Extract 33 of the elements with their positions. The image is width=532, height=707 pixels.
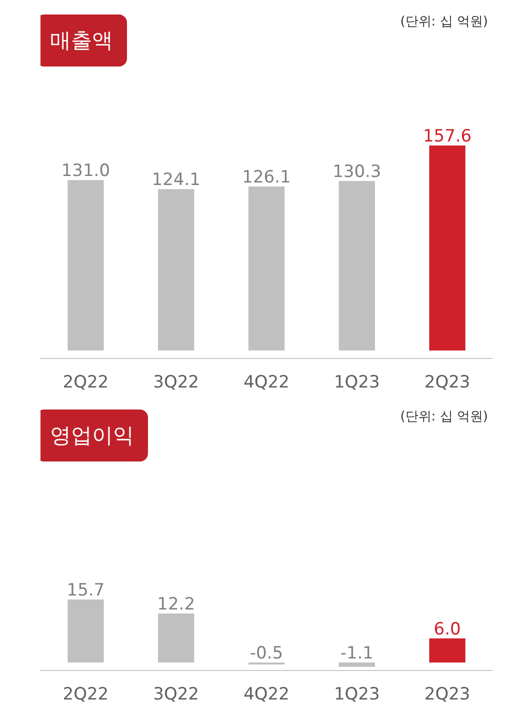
bar bbox=[158, 189, 194, 350]
bar bbox=[429, 146, 466, 350]
data-label: 6.0 bbox=[434, 619, 461, 640]
chart-title: 영업이익 bbox=[50, 424, 134, 448]
data-label: 126.1 bbox=[242, 167, 291, 188]
x-tick-label: 4Q22 bbox=[244, 684, 290, 704]
bar bbox=[429, 638, 466, 662]
text: (단위: 십 억원) bbox=[400, 14, 488, 30]
data-label: 131.0 bbox=[61, 161, 110, 182]
data-label: 124.1 bbox=[152, 170, 200, 190]
bar bbox=[158, 614, 194, 662]
bar bbox=[248, 186, 285, 350]
data-label: -0.5 bbox=[250, 644, 284, 664]
x-tick-label: 4Q22 bbox=[244, 372, 290, 392]
data-label: 15.7 bbox=[66, 580, 105, 600]
x-tick-label: 1Q23 bbox=[334, 372, 380, 392]
bar bbox=[68, 600, 104, 662]
bar bbox=[68, 180, 104, 350]
data-label: -1.1 bbox=[340, 644, 374, 664]
data-label: 130.3 bbox=[332, 162, 382, 182]
x-tick-label: 2Q22 bbox=[62, 684, 109, 704]
bar bbox=[338, 662, 375, 667]
x-tick-label: 3Q22 bbox=[153, 372, 200, 392]
x-tick-label: 2Q23 bbox=[424, 372, 470, 392]
text: (단위: 십 억원) bbox=[400, 410, 488, 424]
x-tick-label: 1Q23 bbox=[334, 684, 380, 704]
chart-title: 매출액 bbox=[50, 28, 113, 52]
x-tick-label: 2Q23 bbox=[424, 684, 470, 704]
data-label: 157.6 bbox=[422, 126, 472, 146]
x-tick-label: 2Q22 bbox=[62, 372, 109, 392]
bar bbox=[338, 181, 375, 350]
x-tick-label: 3Q22 bbox=[153, 684, 200, 704]
data-label: 12.2 bbox=[157, 594, 196, 615]
